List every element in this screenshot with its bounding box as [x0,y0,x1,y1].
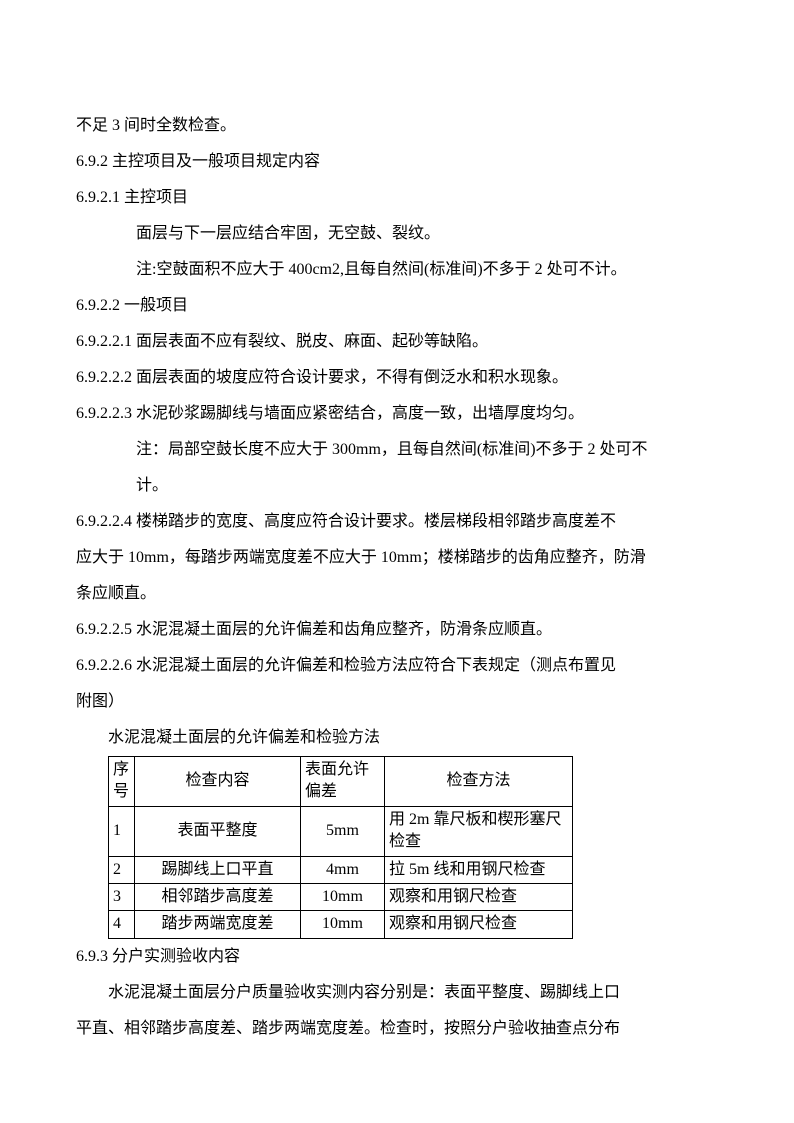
header-content: 检查内容 [135,757,301,807]
text-line: 注:空鼓面积不应大于 400cm2,且每自然间(标准间)不多于 2 处可不计。 [76,252,718,288]
cell-method: 观察和用钢尺检查 [385,911,573,938]
text-line: 6.9.2.2.2 面层表面的坡度应符合设计要求，不得有倒泛水和积水现象。 [76,360,718,396]
text-line: 面层与下一层应结合牢固，无空鼓、裂纹。 [76,216,718,252]
text-line: 6.9.2.2 一般项目 [76,288,718,324]
cell-content: 踢脚线上口平直 [135,856,301,883]
text-line: 附图） [76,684,718,720]
text-line: 6.9.2.1 主控项目 [76,180,718,216]
cell-num: 4 [109,911,135,938]
text-line: 6.9.2.2.1 面层表面不应有裂纹、脱皮、麻面、起砂等缺陷。 [76,324,718,360]
document-content: 不足 3 间时全数检查。 6.9.2 主控项目及一般项目规定内容 6.9.2.1… [76,108,718,1047]
cell-method: 拉 5m 线和用钢尺检查 [385,856,573,883]
cell-num: 2 [109,856,135,883]
cell-tolerance: 4mm [301,856,385,883]
table-row: 4 踏步两端宽度差 10mm 观察和用钢尺检查 [109,911,573,938]
text-line: 6.9.2 主控项目及一般项目规定内容 [76,144,718,180]
text-line: 水泥混凝土面层分户质量验收实测内容分别是：表面平整度、踢脚线上口 [76,975,718,1011]
cell-method: 观察和用钢尺检查 [385,883,573,910]
text-line: 条应顺直。 [76,576,718,612]
cell-tolerance: 10mm [301,883,385,910]
text-line: 6.9.2.2.6 水泥混凝土面层的允许偏差和检验方法应符合下表规定（测点布置见 [76,648,718,684]
text-line: 不足 3 间时全数检查。 [76,108,718,144]
text-line: 应大于 10mm，每踏步两端宽度差不应大于 10mm；楼梯踏步的齿角应整齐，防滑 [76,540,718,576]
text-line: 6.9.2.2.5 水泥混凝土面层的允许偏差和齿角应整齐，防滑条应顺直。 [76,612,718,648]
cell-tolerance: 10mm [301,911,385,938]
cell-content: 相邻踏步高度差 [135,883,301,910]
header-method: 检查方法 [385,757,573,807]
table-title: 水泥混凝土面层的允许偏差和检验方法 [76,720,718,756]
text-line: 计。 [76,468,718,504]
text-line: 6.9.2.2.4 楼梯踏步的宽度、高度应符合设计要求。楼层梯段相邻踏步高度差不 [76,504,718,540]
cell-content: 表面平整度 [135,806,301,856]
cell-tolerance: 5mm [301,806,385,856]
cell-content: 踏步两端宽度差 [135,911,301,938]
cell-num: 1 [109,806,135,856]
text-line: 6.9.2.2.3 水泥砂浆踢脚线与墙面应紧密结合，高度一致，出墙厚度均匀。 [76,396,718,432]
text-line: 平直、相邻踏步高度差、踏步两端宽度差。检查时，按照分户验收抽查点分布 [76,1011,718,1047]
cell-num: 3 [109,883,135,910]
table-row: 1 表面平整度 5mm 用 2m 靠尺板和楔形塞尺检查 [109,806,573,856]
table-header-row: 序号 检查内容 表面允许偏差 检查方法 [109,757,573,807]
text-line: 6.9.3 分户实测验收内容 [76,939,718,975]
table-row: 3 相邻踏步高度差 10mm 观察和用钢尺检查 [109,883,573,910]
cell-method: 用 2m 靠尺板和楔形塞尺检查 [385,806,573,856]
table-row: 2 踢脚线上口平直 4mm 拉 5m 线和用钢尺检查 [109,856,573,883]
header-tolerance: 表面允许偏差 [301,757,385,807]
header-num: 序号 [109,757,135,807]
tolerance-table: 序号 检查内容 表面允许偏差 检查方法 1 表面平整度 5mm 用 2m 靠尺板… [108,756,573,939]
text-line: 注：局部空鼓长度不应大于 300mm，且每自然间(标准间)不多于 2 处可不 [76,432,718,468]
